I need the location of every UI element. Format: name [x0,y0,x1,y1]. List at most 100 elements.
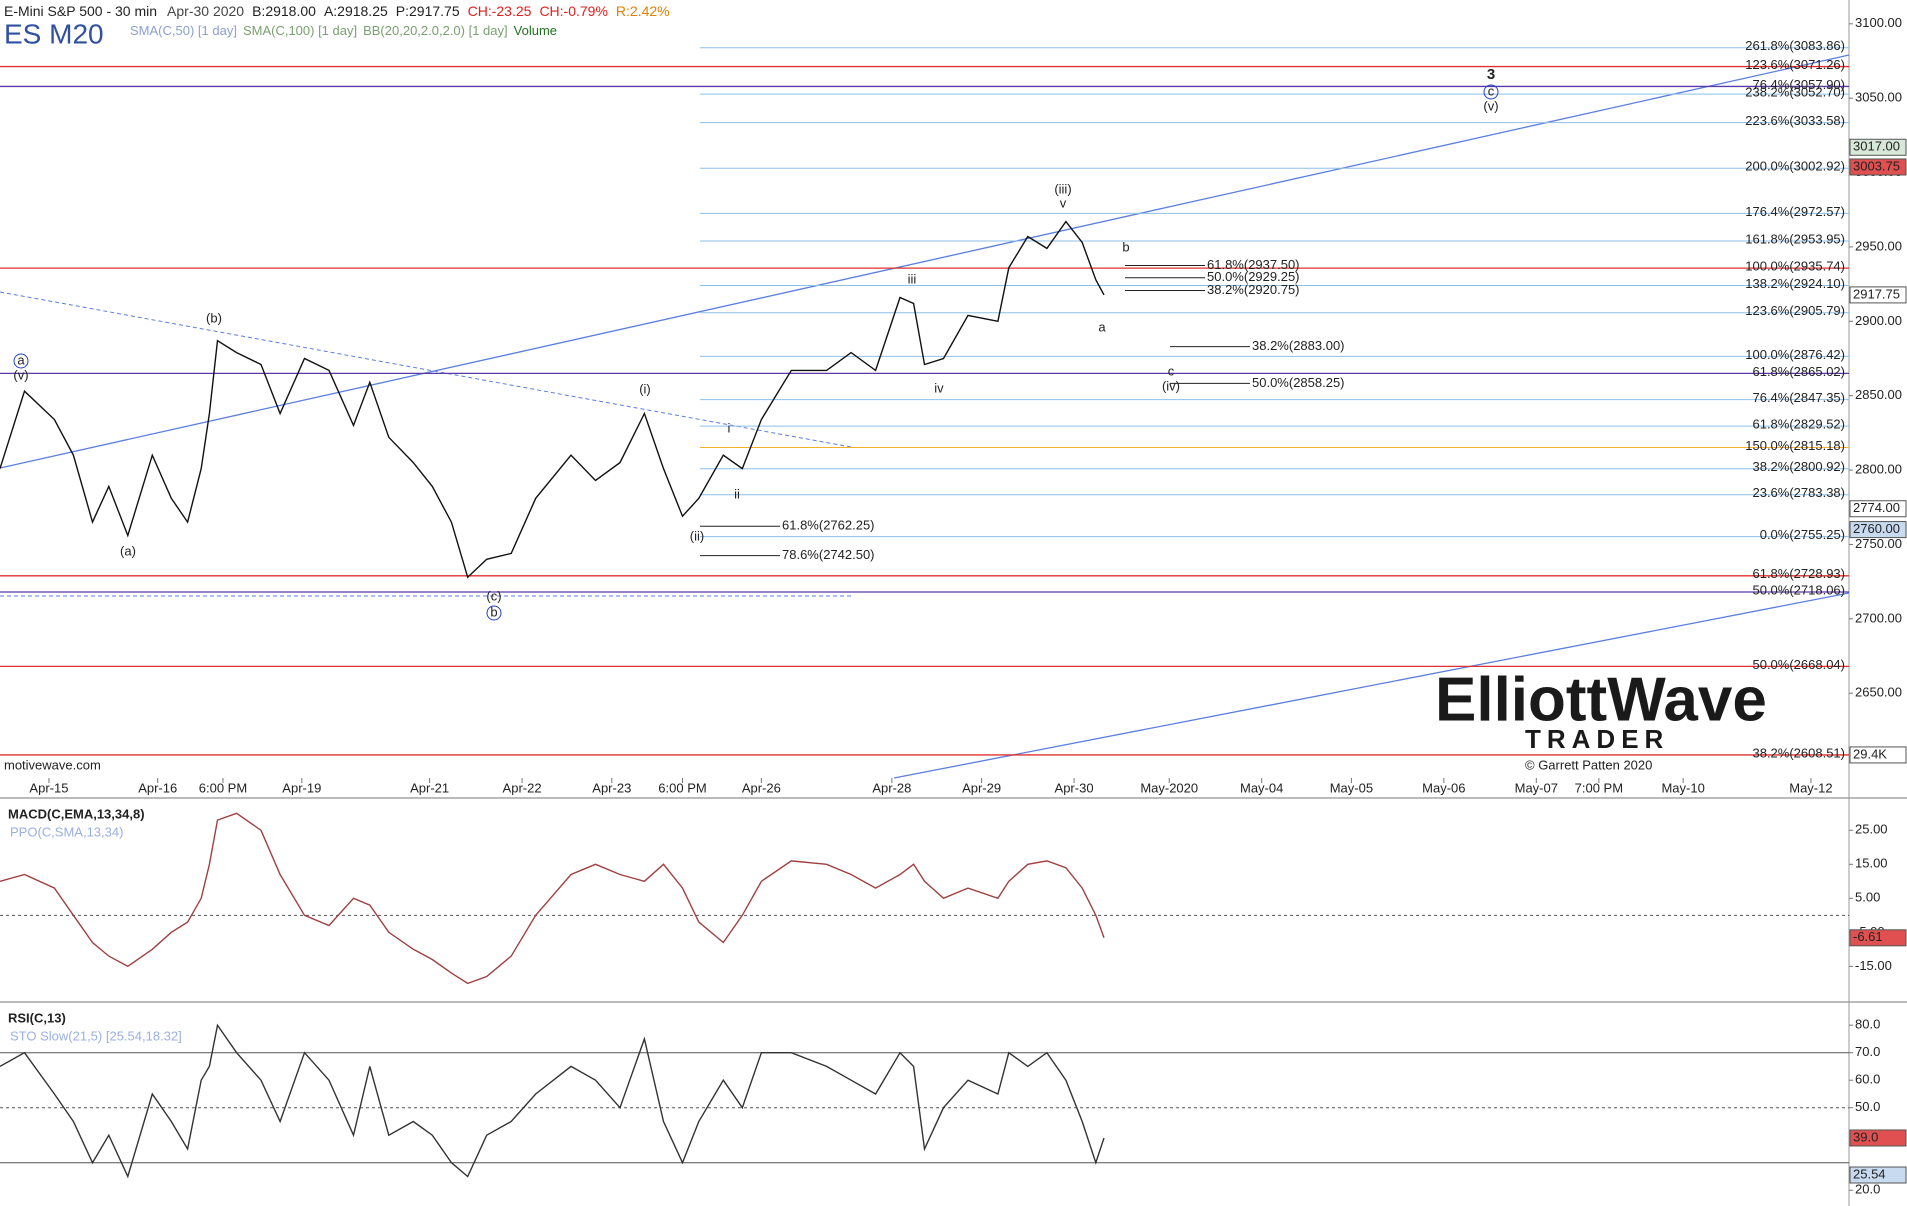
x-tick-label: 6:00 PM [199,780,247,795]
fib-level-label: 38.2%(2800.92) [1752,459,1845,474]
symbol: ES M20 [4,18,104,49]
fib-level-label: 200.0%(3002.92) [1745,159,1845,174]
series-line [0,220,1105,579]
wave-label: c [1488,83,1495,98]
y-tick-label: 2900.00 [1855,313,1902,328]
price-marker-label: 29.4K [1853,746,1887,761]
projection-label: 38.2%(2920.75) [1207,282,1300,297]
series-line [0,812,1105,985]
fib-level-label: 38.2%(2608.51) [1752,745,1845,760]
header-item: A:2918.25 [324,3,388,19]
x-tick-label: Apr-30 [1055,780,1094,795]
wave-label: (iv) [1162,378,1180,393]
source: motivewave.com [4,757,101,772]
wave-label: (iii) [1054,181,1071,196]
header: E-Mini S&P 500 - 30 min Apr-30 2020 B:2918… [4,3,670,19]
wave-label: ii [734,486,740,501]
price-marker [1849,746,1907,764]
wave-circle [13,353,29,369]
y-tick-label: 2800.00 [1855,462,1902,477]
price-marker-label: 2774.00 [1853,500,1900,515]
y-tick-label: 2950.00 [1855,238,1902,253]
price-marker [1849,1129,1907,1147]
logo: ElliottWave [1435,665,1767,734]
fib-level-label: 61.8%(2829.52) [1752,417,1845,432]
wave-label: c [1168,363,1175,378]
fib-level-label: 261.8%(3083.86) [1745,38,1845,53]
fib-level-label: 61.8%(2728.93) [1752,566,1845,581]
study: BB(20,20,2.0,2.0) [1 day] [363,23,508,38]
projection-label: 61.8%(2762.25) [782,518,875,533]
fib-level-label: 176.4%(2972.57) [1745,204,1845,219]
study: SMA(C,50) [1 day] [130,23,237,38]
price-marker-label: 3003.75 [1853,158,1900,173]
x-tick-label: May-04 [1240,780,1283,795]
wave-label: iii [908,271,917,286]
logo: TRADER [1525,724,1669,754]
y-tick-label: 60.0 [1855,1072,1880,1087]
wave-label: (v) [13,367,28,382]
x-tick-label: 6:00 PM [658,780,706,795]
header-item: CH:-0.79% [539,3,607,19]
trend-line [0,54,1850,469]
fib-level-label: 76.4%(2847.35) [1752,390,1845,405]
y-tick-label: 50.0 [1855,1099,1880,1114]
x-tick-label: May-2020 [1140,780,1198,795]
wave-label: (ii) [690,528,704,543]
price-marker-label: -6.61 [1853,929,1883,944]
wave-circle [486,605,502,621]
price-marker-label: 3017.00 [1853,139,1900,154]
studies: SMA(C,50) [1 day] SMA(C,100) [1 day] BB(20… [130,23,557,38]
fib-level-label: 223.6%(3033.58) [1745,113,1845,128]
y-tick-label: 2700.00 [1855,610,1902,625]
wave-label: (c) [486,588,501,603]
projection-label: 50.0%(2858.25) [1252,375,1345,390]
header-item: R:2.42% [616,3,670,19]
x-tick-label: 7:00 PM [1575,780,1623,795]
fib-level-label: 50.0%(2668.04) [1752,657,1845,672]
wave-label: v [1060,195,1067,210]
header-item: CH:-23.25 [468,3,532,19]
x-tick-label: Apr-29 [962,780,1001,795]
fib-level-label: 100.0%(2935.74) [1745,259,1845,274]
wave-label: iv [934,380,944,395]
fib-level-label: 61.8%(2865.02) [1752,364,1845,379]
y-tick-label: 80.0 [1855,1017,1880,1032]
pane-subtitle: PPO(C,SMA,13,34) [10,824,123,839]
fib-level-label: 238.2%(3052.70) [1745,85,1845,100]
header-item: B:2918.00 [252,3,316,19]
fib-level-label: 123.6%(2905.79) [1745,303,1845,318]
y-tick-label: 15.00 [1855,856,1888,871]
fib-level-label: 0.0%(2755.25) [1760,527,1845,542]
trend-line [893,592,1850,779]
price-marker [1849,158,1907,176]
x-tick-label: Apr-22 [503,780,542,795]
y-tick-label: 25.00 [1855,822,1888,837]
wave-label: b [1122,239,1129,254]
x-tick-label: Apr-23 [592,780,631,795]
wave-circle [1483,84,1499,100]
projection-label: 38.2%(2883.00) [1252,338,1345,353]
x-tick-label: Apr-28 [872,780,911,795]
price-marker-label: 2917.75 [1853,286,1900,301]
price-marker-label: 2760.00 [1853,521,1900,536]
projection-label: 61.8%(2937.50) [1207,257,1300,272]
fib-level-label: 100.0%(2876.42) [1745,347,1845,362]
fib-level-label: 123.6%(3071.26) [1745,57,1845,72]
wave-label: (i) [639,381,651,396]
y-tick-label: 2650.00 [1855,685,1902,700]
price-marker [1849,138,1907,156]
wave-label: 3 [1487,66,1495,83]
fib-level-label: 23.6%(2783.38) [1752,485,1845,500]
pane-title: MACD(C,EMA,13,34,8) [8,806,145,821]
projection-label: 50.0%(2929.25) [1207,269,1300,284]
header-item: Apr-30 2020 [167,3,244,19]
pane-subtitle: STO Slow(21,5) [25.54,18.32] [10,1028,182,1043]
fib-level-label: 76.4%(3057.90) [1752,77,1845,92]
title: E-Mini S&P 500 - 30 min [4,3,157,19]
wave-label: i [728,420,731,435]
wave-label: a [1098,319,1106,334]
wave-label: (a) [120,543,136,558]
wave-label: (b) [206,310,222,325]
projection-label: 78.6%(2742.50) [782,547,875,562]
